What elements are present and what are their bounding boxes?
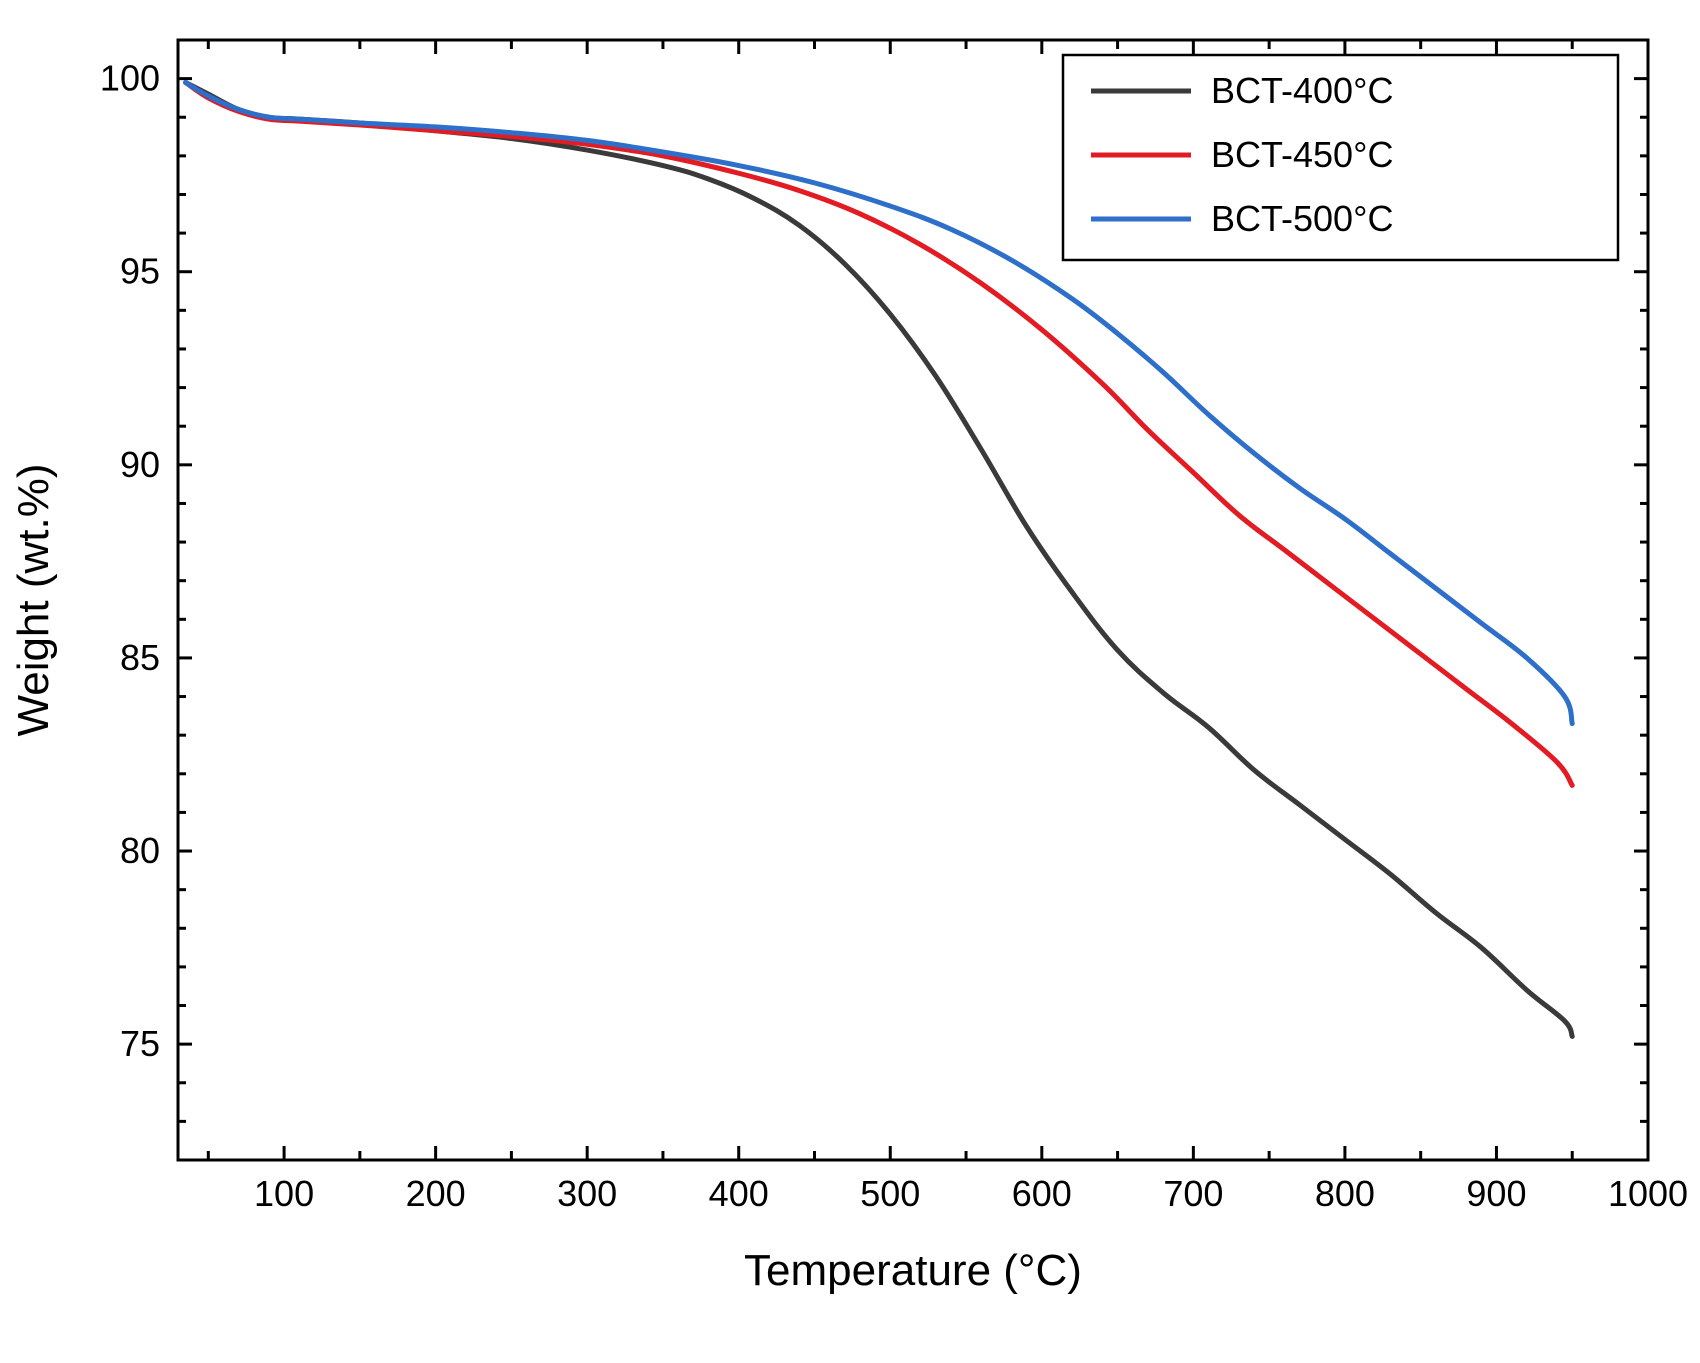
x-axis-label: Temperature (°C) [744, 1246, 1082, 1295]
x-tick-label: 600 [1012, 1173, 1072, 1214]
x-tick-label: 800 [1315, 1173, 1375, 1214]
legend-label-2: BCT-500°C [1211, 198, 1393, 239]
y-tick-label: 85 [120, 637, 160, 678]
chart-svg: 100 200 300 400 500 600 700 800 900 1000 Temperatu… [0, 0, 1700, 1363]
x-tick-label: 900 [1466, 1173, 1526, 1214]
y-tick-label: 80 [120, 830, 160, 871]
legend-label-1: BCT-450°C [1211, 134, 1393, 175]
y-tick-label: 100 [100, 58, 160, 99]
x-tick-label: 400 [709, 1173, 769, 1214]
x-tick-label: 300 [557, 1173, 617, 1214]
y-tick-label: 90 [120, 444, 160, 485]
legend-label-0: BCT-400°C [1211, 70, 1393, 111]
x-tick-label: 700 [1163, 1173, 1223, 1214]
x-tick-label: 100 [254, 1173, 314, 1214]
y-tick-label: 75 [120, 1023, 160, 1064]
x-tick-label: 1000 [1608, 1173, 1688, 1214]
y-tick-label: 95 [120, 251, 160, 292]
tga-chart: 100 200 300 400 500 600 700 800 900 1000 Temperatu… [0, 0, 1700, 1363]
x-tick-label: 200 [406, 1173, 466, 1214]
y-axis-label: Weight (wt.%) [9, 463, 58, 736]
x-tick-label: 500 [860, 1173, 920, 1214]
